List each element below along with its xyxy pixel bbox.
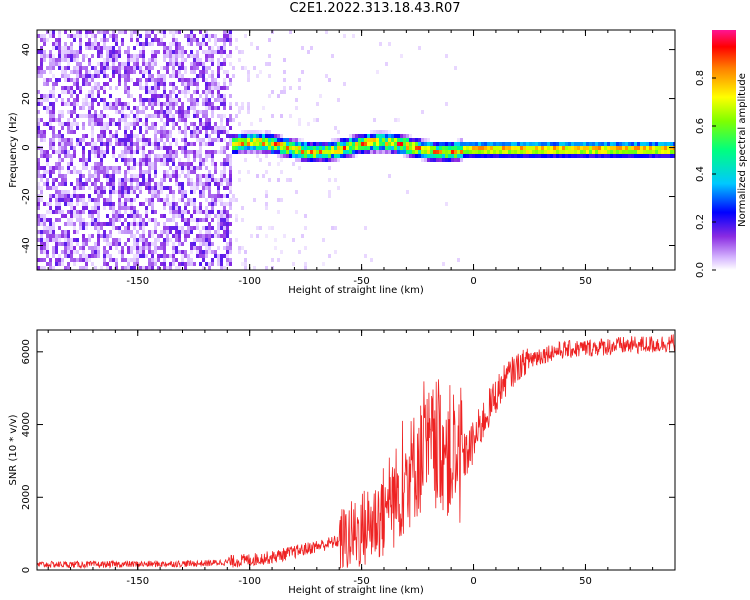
figure-title: C2E1.2022.313.18.43.R07	[289, 1, 461, 16]
snr-y-label: SNR (10 * v/v)	[8, 414, 19, 485]
snr-x-ticks: -150 -100 -50 0 50	[47, 330, 676, 587]
spectrogram-y-ticks: -40 -20 0 20 40	[21, 43, 675, 254]
spectrogram-x-ticks: -150 -100 -50 0 50	[47, 30, 676, 287]
x-tick-label: -100	[238, 276, 261, 287]
colorbar-tick-label: 0.0	[695, 262, 706, 278]
colorbar-ticks: 0.0 0.2 0.4 0.6 0.8	[695, 70, 716, 278]
y-tick-label: 2000	[21, 485, 32, 510]
x-tick-label: -100	[238, 576, 261, 587]
snr-frame	[36, 329, 676, 571]
spectrogram-x-label: Height of straight line (km)	[288, 285, 424, 296]
x-tick-label: -150	[126, 276, 149, 287]
colorbar-tick-label: 0.2	[695, 214, 706, 230]
y-tick-label: 4000	[21, 412, 32, 437]
spectrogram-y-label: Frequency (Hz)	[8, 112, 19, 188]
x-tick-label: 50	[579, 276, 592, 287]
spectrogram-frame	[36, 29, 676, 271]
colorbar-tick-label: 0.4	[695, 166, 706, 182]
x-tick-label: -150	[126, 576, 149, 587]
colorbar-tick-label: 0.6	[695, 118, 706, 134]
spectrogram-panel: -150 -100 -50 0 50 -40 -20 0 20 40 Height of str…	[8, 29, 676, 296]
snr-y-ticks: 0 2000 4000 6000	[21, 339, 675, 573]
colorbar: 0.0 0.2 0.4 0.6 0.8 Normalized spectral ampl…	[695, 30, 748, 278]
y-tick-label: -40	[21, 237, 32, 253]
y-tick-label: 6000	[21, 339, 32, 364]
snr-panel: -150 -100 -50 0 50 0 2000 4000 6000 Height of s…	[8, 329, 676, 596]
x-tick-label: 50	[579, 576, 592, 587]
colorbar-label: Normalized spectral amplitude	[737, 73, 748, 227]
snr-x-label: Height of straight line (km)	[288, 585, 424, 596]
x-tick-label: 0	[470, 276, 476, 287]
y-tick-label: -20	[21, 188, 32, 204]
colorbar-gradient	[712, 30, 736, 270]
y-tick-label: 0	[21, 567, 32, 573]
x-tick-label: -50	[353, 576, 369, 587]
colorbar-tick-label: 0.8	[695, 70, 706, 86]
y-tick-label: 40	[21, 43, 32, 56]
spectrogram-image	[37, 30, 675, 270]
snr-series-line	[37, 334, 675, 569]
y-tick-label: 0	[21, 144, 32, 150]
x-tick-label: -50	[353, 276, 369, 287]
y-tick-label: 20	[21, 92, 32, 105]
x-tick-label: 0	[470, 576, 476, 587]
